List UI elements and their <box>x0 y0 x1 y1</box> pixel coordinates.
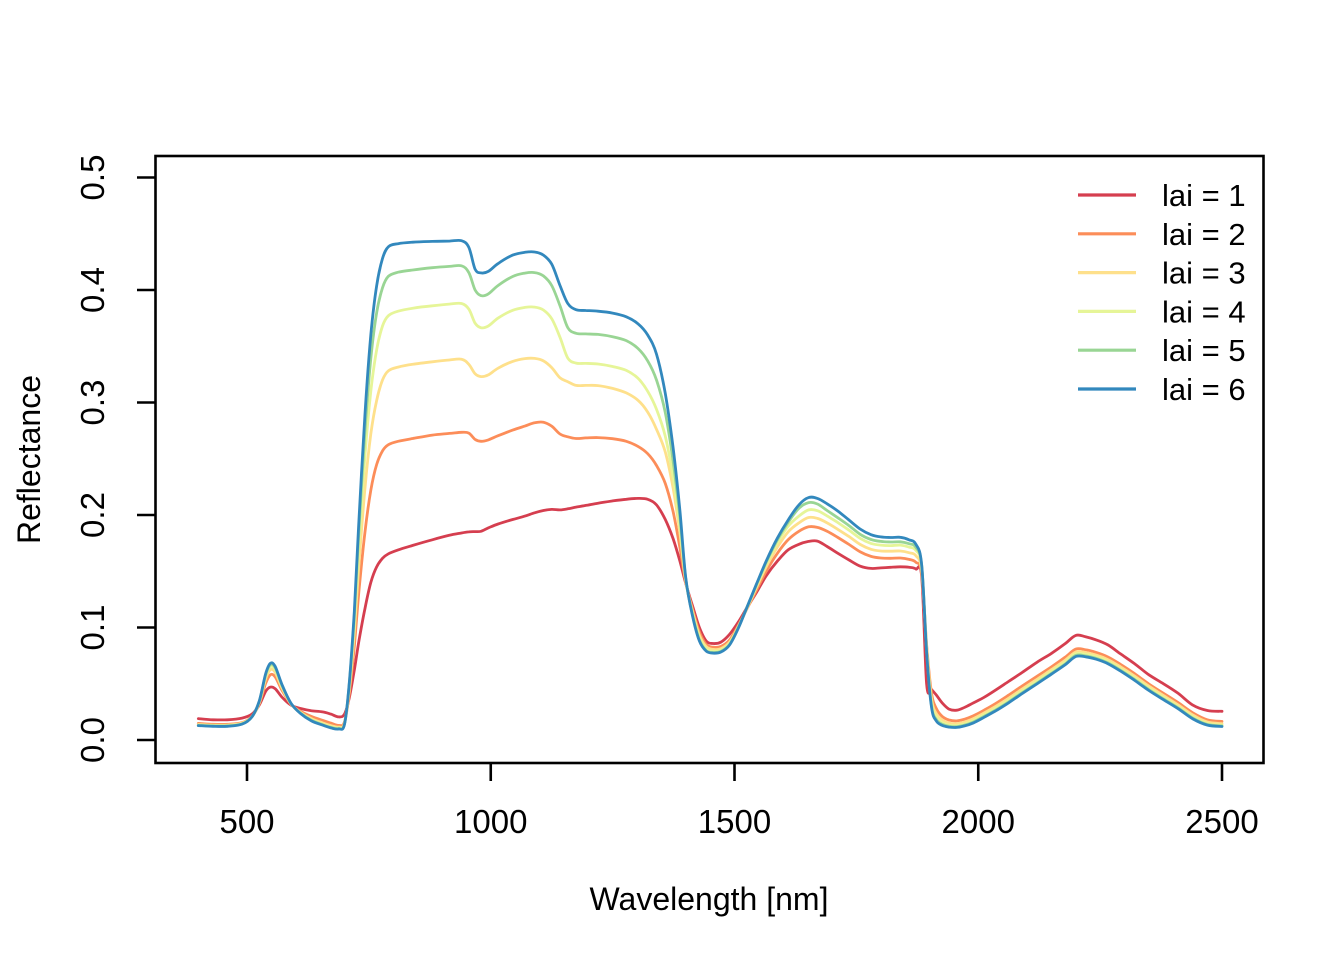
series-line-lai-1 <box>196 496 1224 722</box>
x-tick-label: 500 <box>219 803 274 840</box>
legend-label-lai-3: lai = 3 <box>1162 256 1246 291</box>
y-tick-label: 0.4 <box>74 267 111 313</box>
legend-label-lai-1: lai = 1 <box>1162 178 1246 213</box>
series-line-lai-6 <box>196 238 1224 731</box>
legend-label-lai-5: lai = 5 <box>1162 333 1246 368</box>
y-axis: 0.0 0.1 0.2 0.3 0.4 0.5 <box>74 155 156 763</box>
x-tick-label: 1500 <box>698 803 771 840</box>
legend-label-lai-4: lai = 4 <box>1162 294 1246 329</box>
y-tick-label: 0.2 <box>74 492 111 538</box>
series-lines <box>196 238 1224 731</box>
legend-label-lai-2: lai = 2 <box>1162 217 1246 252</box>
x-axis: 500 1000 1500 2000 2500 <box>219 763 1259 840</box>
y-tick-label: 0.1 <box>74 605 111 651</box>
legend-label-lai-6: lai = 6 <box>1162 372 1246 407</box>
plot-border <box>154 154 1265 765</box>
x-tick-label: 2500 <box>1185 803 1258 840</box>
y-tick-label: 0.0 <box>74 717 111 763</box>
x-axis-title: Wavelength [nm] <box>590 881 829 917</box>
x-tick-label: 1000 <box>454 803 527 840</box>
y-axis-title: Reflectance <box>11 375 47 544</box>
x-tick-label: 2000 <box>942 803 1015 840</box>
y-tick-label: 0.5 <box>74 155 111 201</box>
series-line-lai-2 <box>196 420 1224 728</box>
y-tick-label: 0.3 <box>74 380 111 426</box>
